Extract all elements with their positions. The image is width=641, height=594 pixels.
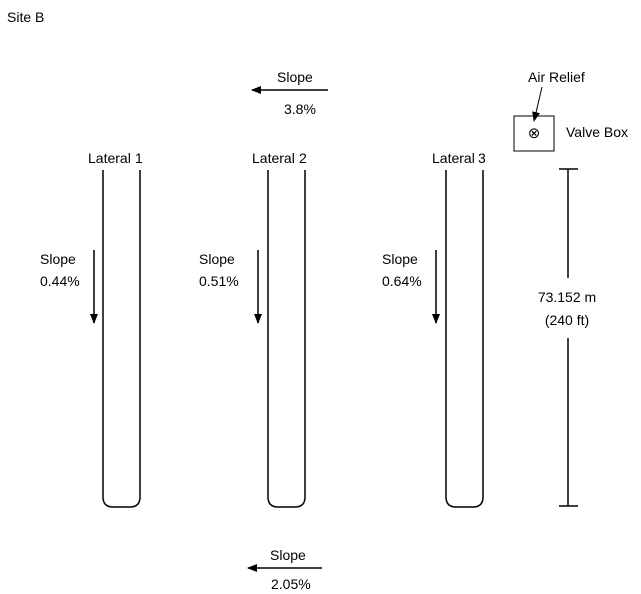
- lateral-2-slope-value: 0.51%: [199, 273, 239, 289]
- lateral-1-slope-label: Slope: [40, 251, 76, 267]
- lateral-3-pipe: [445, 170, 484, 508]
- air-relief-pointer-arrow: [532, 86, 543, 122]
- valve-box: [513, 115, 555, 152]
- lateral-3-slope-value: 0.64%: [382, 273, 422, 289]
- bottom-slope-value: 2.05%: [271, 576, 311, 592]
- lateral-1-name: Lateral: [88, 150, 131, 166]
- lateral-2: Lateral 2 Slope 0.51%: [199, 150, 307, 508]
- lateral-2-pipe: [267, 170, 306, 508]
- lateral-1-number: 1: [135, 150, 143, 166]
- site-label: Site B: [7, 9, 44, 25]
- top-slope-value: 3.8%: [284, 101, 316, 117]
- lateral-1-slope-value: 0.44%: [40, 273, 80, 289]
- dimension-imperial: (240 ft): [545, 312, 589, 328]
- lateral-2-number: 2: [299, 150, 307, 166]
- top-slope-label: Slope: [277, 69, 313, 85]
- lateral-3-number: 3: [478, 150, 486, 166]
- lateral-2-slope-label: Slope: [199, 251, 235, 267]
- lateral-2-name: Lateral: [252, 150, 295, 166]
- air-relief-label: Air Relief: [528, 69, 585, 85]
- dimension-metric: 73.152 m: [538, 289, 596, 305]
- valve-box-label: Valve Box: [566, 124, 628, 140]
- lateral-1-pipe: [102, 170, 141, 508]
- air-relief-valve-icon: ⊗: [528, 125, 541, 142]
- lateral-3-name: Lateral: [432, 150, 475, 166]
- lateral-3-slope-label: Slope: [382, 251, 418, 267]
- bottom-slope-label: Slope: [270, 547, 306, 563]
- lateral-1: Lateral 1 Slope 0.44%: [40, 150, 143, 508]
- length-dimension: 73.152 m (240 ft): [538, 168, 596, 507]
- lateral-3: Lateral 3 Slope 0.64%: [382, 150, 486, 508]
